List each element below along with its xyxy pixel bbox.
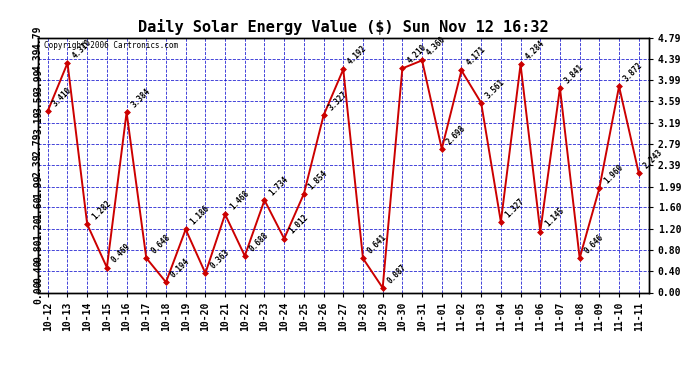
Text: 3.561: 3.561 [484, 77, 506, 100]
Text: 1.468: 1.468 [228, 189, 250, 211]
Text: 0.363: 0.363 [208, 248, 231, 270]
Text: 1.99: 1.99 [33, 175, 43, 198]
Text: 3.59: 3.59 [33, 90, 43, 113]
Text: 4.171: 4.171 [464, 45, 487, 68]
Text: 1.20: 1.20 [33, 217, 43, 240]
Text: 0.646: 0.646 [582, 232, 605, 255]
Text: 4.360: 4.360 [425, 35, 448, 58]
Text: 1.60: 1.60 [33, 196, 43, 219]
Text: 0.688: 0.688 [248, 230, 270, 253]
Text: 3.841: 3.841 [563, 63, 585, 85]
Text: 2.39: 2.39 [33, 153, 43, 177]
Text: 2.243: 2.243 [642, 148, 664, 170]
Text: 1.854: 1.854 [306, 168, 329, 191]
Text: 3.327: 3.327 [326, 90, 349, 112]
Text: 0.648: 0.648 [149, 232, 172, 255]
Text: 0.087: 0.087 [386, 262, 408, 285]
Text: 1.327: 1.327 [504, 196, 526, 219]
Text: 3.410: 3.410 [50, 86, 73, 108]
Text: 4.39: 4.39 [33, 47, 43, 70]
Text: 3.872: 3.872 [622, 61, 644, 84]
Text: 1.012: 1.012 [287, 213, 310, 236]
Text: 4.284: 4.284 [523, 39, 546, 62]
Text: 0.80: 0.80 [33, 238, 43, 262]
Text: 1.734: 1.734 [267, 175, 290, 197]
Text: 1.960: 1.960 [602, 163, 625, 185]
Text: 0.194: 0.194 [169, 256, 192, 279]
Text: 0.641: 0.641 [366, 233, 388, 256]
Title: Daily Solar Energy Value ($) Sun Nov 12 16:32: Daily Solar Energy Value ($) Sun Nov 12 … [138, 19, 549, 35]
Text: 4.79: 4.79 [33, 26, 43, 49]
Text: 2.698: 2.698 [444, 123, 467, 146]
Text: 0.469: 0.469 [110, 242, 132, 265]
Text: 0.00: 0.00 [33, 281, 43, 304]
Text: 3.19: 3.19 [33, 111, 43, 134]
Text: 1.186: 1.186 [188, 204, 211, 226]
Text: 1.282: 1.282 [90, 199, 112, 222]
Text: 3.384: 3.384 [129, 87, 152, 109]
Text: 4.210: 4.210 [405, 43, 428, 66]
Text: Copyright 2006 Cartronics.com: Copyright 2006 Cartronics.com [44, 41, 178, 50]
Text: 1.145: 1.145 [543, 206, 566, 229]
Text: 4.192: 4.192 [346, 44, 368, 66]
Text: 2.79: 2.79 [33, 132, 43, 156]
Text: 3.99: 3.99 [33, 68, 43, 92]
Text: 0.40: 0.40 [33, 260, 43, 283]
Text: 4.310: 4.310 [70, 38, 93, 60]
